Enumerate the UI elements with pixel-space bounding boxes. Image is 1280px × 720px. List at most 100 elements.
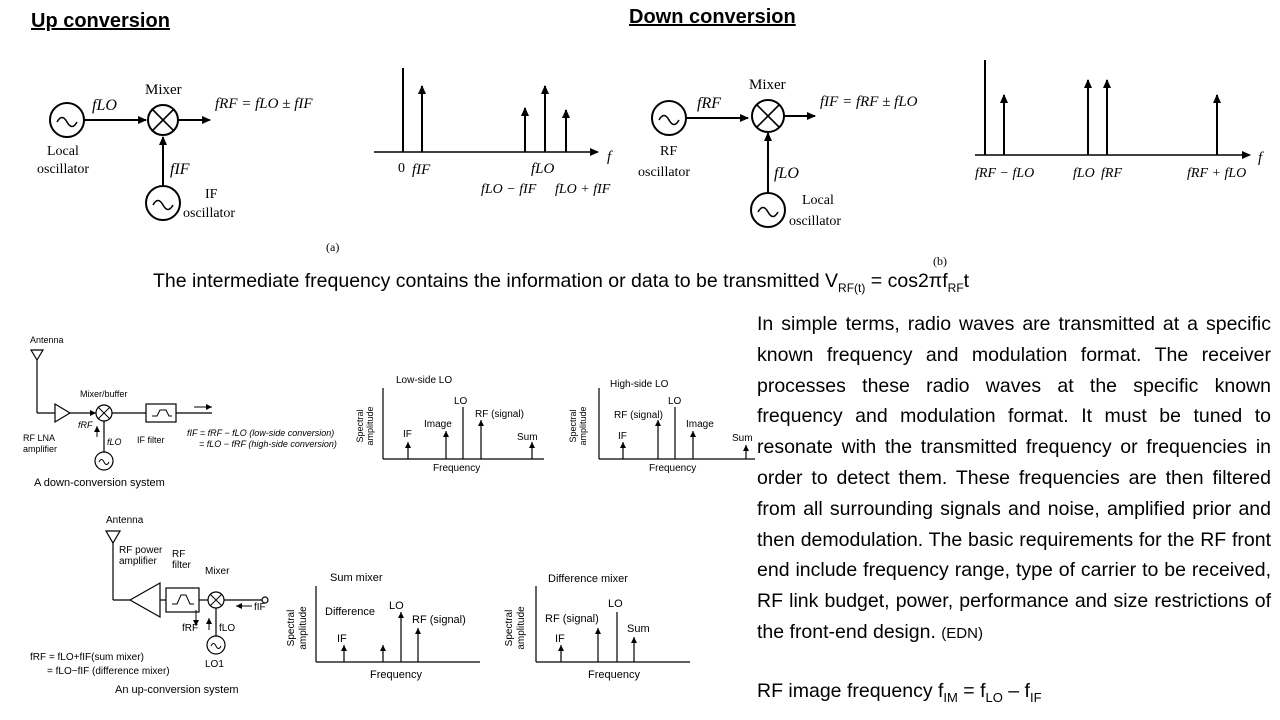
b-spec-diff: fRF − fLO bbox=[975, 166, 1034, 181]
intermediate-text-end: t bbox=[963, 270, 970, 292]
intermediate-text-main: The intermediate frequency contains the … bbox=[153, 270, 839, 292]
low-side-sum: Sum bbox=[517, 432, 538, 443]
b-caption: (b) bbox=[933, 254, 947, 268]
a-spec-lower: fLO − fIF bbox=[481, 182, 537, 197]
b-spec-sum: fRF + fLO bbox=[1187, 166, 1246, 181]
low-side-lo: LO bbox=[454, 396, 468, 407]
image-frequency-eq: = f bbox=[957, 680, 986, 702]
high-side-ylabel2: amplitude bbox=[578, 406, 588, 445]
a-spec-upper: fLO + fIF bbox=[555, 182, 611, 197]
b-rf-label: RF bbox=[660, 144, 677, 159]
diff-mixer-sum: Sum bbox=[627, 623, 650, 635]
rf-lna-amplifier-icon bbox=[54, 402, 72, 424]
sum-mixer-title: Sum mixer bbox=[330, 572, 383, 584]
spectrum-b: fRF − fLO fLO fRF fRF + fLO f bbox=[975, 60, 1264, 181]
a-spec-f-lo: fLO bbox=[531, 161, 555, 177]
if-filter-icon bbox=[145, 403, 177, 423]
rf-power-amplifier-icon bbox=[128, 581, 161, 619]
a-f-rf-equation: fRF = fLO ± fIF bbox=[215, 96, 313, 112]
low-side-ylabel2: amplitude bbox=[365, 406, 375, 445]
a-if-oscillator-label: oscillator bbox=[183, 206, 235, 221]
rf-lna-amplifier-label: amplifier bbox=[23, 444, 57, 454]
a-spec-f-if: fIF bbox=[412, 162, 431, 178]
a-spec-zero: 0 bbox=[398, 161, 405, 176]
spectrum-a: 0 fIF fLO fLO − fIF fLO + fIF f bbox=[374, 68, 613, 197]
a-f-if-label: fIF bbox=[170, 161, 190, 178]
up-conversion-heading: Up conversion bbox=[31, 10, 170, 32]
top-diagrams: fLO Mixer fRF = fLO ± fIF Local oscillat… bbox=[37, 60, 1264, 268]
up-eq1: fRF = fLO+fIF(sum mixer) bbox=[30, 652, 144, 663]
b-mixer-label: Mixer bbox=[749, 77, 786, 93]
sum-mixer-xlabel: Frequency bbox=[370, 669, 422, 681]
low-side-ylabel1: Spectral bbox=[355, 409, 365, 442]
up-antenna-icon bbox=[104, 530, 122, 545]
low-side-if: IF bbox=[403, 429, 412, 440]
image-frequency-sub-if: IF bbox=[1029, 689, 1042, 705]
a-mixer-label: Mixer bbox=[145, 82, 182, 98]
diagram-b: fRF Mixer fIF = fRF ± fLO RF oscillator … bbox=[638, 77, 947, 268]
a-if-label: IF bbox=[205, 187, 218, 202]
up-rf-label: RF bbox=[172, 549, 185, 560]
if-oscillator-symbol bbox=[145, 185, 181, 221]
b-spec-f: f bbox=[1258, 150, 1264, 166]
rf-filter-icon bbox=[165, 587, 200, 613]
diagram-a: fLO Mixer fRF = fLO ± fIF Local oscillat… bbox=[37, 82, 339, 254]
paragraph-text: In simple terms, radio waves are transmi… bbox=[757, 313, 1271, 643]
diff-mixer-xlabel: Frequency bbox=[588, 669, 640, 681]
intermediate-text-mid: = cos2πf bbox=[865, 270, 948, 292]
down-conversion-heading: Down conversion bbox=[629, 6, 796, 28]
a-local-label: Local bbox=[47, 144, 79, 159]
low-side-xlabel: Frequency bbox=[433, 463, 480, 474]
sum-mixer-rf: RF (signal) bbox=[412, 614, 466, 626]
diff-mixer-ylabel2: amplitude bbox=[516, 606, 527, 650]
sum-mixer-ylabel1: Spectral bbox=[286, 610, 297, 647]
high-side-title: High-side LO bbox=[610, 379, 669, 390]
intermediate-sub-rf: RF bbox=[947, 280, 964, 295]
high-side-xlabel: Frequency bbox=[649, 463, 696, 474]
paragraph-source: (EDN) bbox=[941, 624, 983, 642]
diff-mixer-title: Difference mixer bbox=[548, 573, 628, 585]
sum-mixer-ylabel2: amplitude bbox=[298, 606, 309, 650]
a-spec-f: f bbox=[607, 149, 613, 165]
intermediate-frequency-text: The intermediate frequency contains the … bbox=[153, 270, 969, 295]
down-eq2: = fLO − fRF (high-side conversion) bbox=[199, 439, 337, 449]
a-oscillator-label: oscillator bbox=[37, 162, 89, 177]
down-f-lo-label: fLO bbox=[107, 437, 122, 447]
rf-lna-label: RF LNA bbox=[23, 433, 55, 443]
a-caption: (a) bbox=[326, 240, 339, 254]
intermediate-sub-rft: RF(t) bbox=[838, 280, 866, 295]
image-frequency-sub-lo: LO bbox=[985, 689, 1003, 705]
b-local-oscillator-label: oscillator bbox=[789, 214, 841, 229]
diff-mixer-lo: LO bbox=[608, 598, 623, 610]
mixer-buffer-label: Mixer/buffer bbox=[80, 389, 127, 399]
high-side-lo-spectrum: High-side LO Spectral amplitude IF RF (s… bbox=[568, 379, 755, 474]
bottom-diagrams: Antenna RF LNA amplifier Mixer/buffer fR… bbox=[23, 335, 755, 696]
high-side-rf: RF (signal) bbox=[614, 410, 663, 421]
low-side-title: Low-side LO bbox=[396, 375, 452, 386]
local-oscillator-symbol bbox=[49, 102, 85, 138]
up-filter-label: filter bbox=[172, 560, 192, 571]
image-frequency-formula: RF image frequency fIM = fLO – fIF bbox=[757, 680, 1042, 705]
description-paragraph: In simple terms, radio waves are transmi… bbox=[757, 309, 1271, 650]
rf-power-label: RF power bbox=[119, 545, 163, 556]
b-local-label: Local bbox=[802, 193, 834, 208]
low-side-lo-spectrum: Low-side LO Spectral amplitude IF Image … bbox=[355, 375, 544, 474]
low-side-image: Image bbox=[424, 419, 452, 430]
down-antenna-icon bbox=[29, 349, 45, 362]
down-caption: A down-conversion system bbox=[34, 477, 165, 489]
down-eq1: fIF = fRF − fLO (low-side conversion) bbox=[187, 428, 334, 438]
up-caption: An up-conversion system bbox=[115, 684, 239, 696]
b-rf-oscillator-label: oscillator bbox=[638, 165, 690, 180]
b-f-lo-label: fLO bbox=[774, 165, 799, 182]
down-antenna-label: Antenna bbox=[30, 335, 64, 345]
difference-mixer-spectrum: Difference mixer Spectral amplitude RF (… bbox=[504, 573, 690, 681]
high-side-image: Image bbox=[686, 419, 714, 430]
b-local-oscillator-symbol bbox=[750, 192, 786, 228]
down-conversion-system: Antenna RF LNA amplifier Mixer/buffer fR… bbox=[23, 335, 337, 489]
down-f-rf-label: fRF bbox=[78, 420, 93, 430]
rf-oscillator-symbol bbox=[651, 100, 687, 136]
high-side-if: IF bbox=[618, 431, 627, 442]
image-frequency-sub-im: IM bbox=[943, 689, 958, 705]
up-f-if-label: fIF bbox=[254, 602, 266, 613]
down-lo-oscillator-icon bbox=[94, 451, 114, 471]
